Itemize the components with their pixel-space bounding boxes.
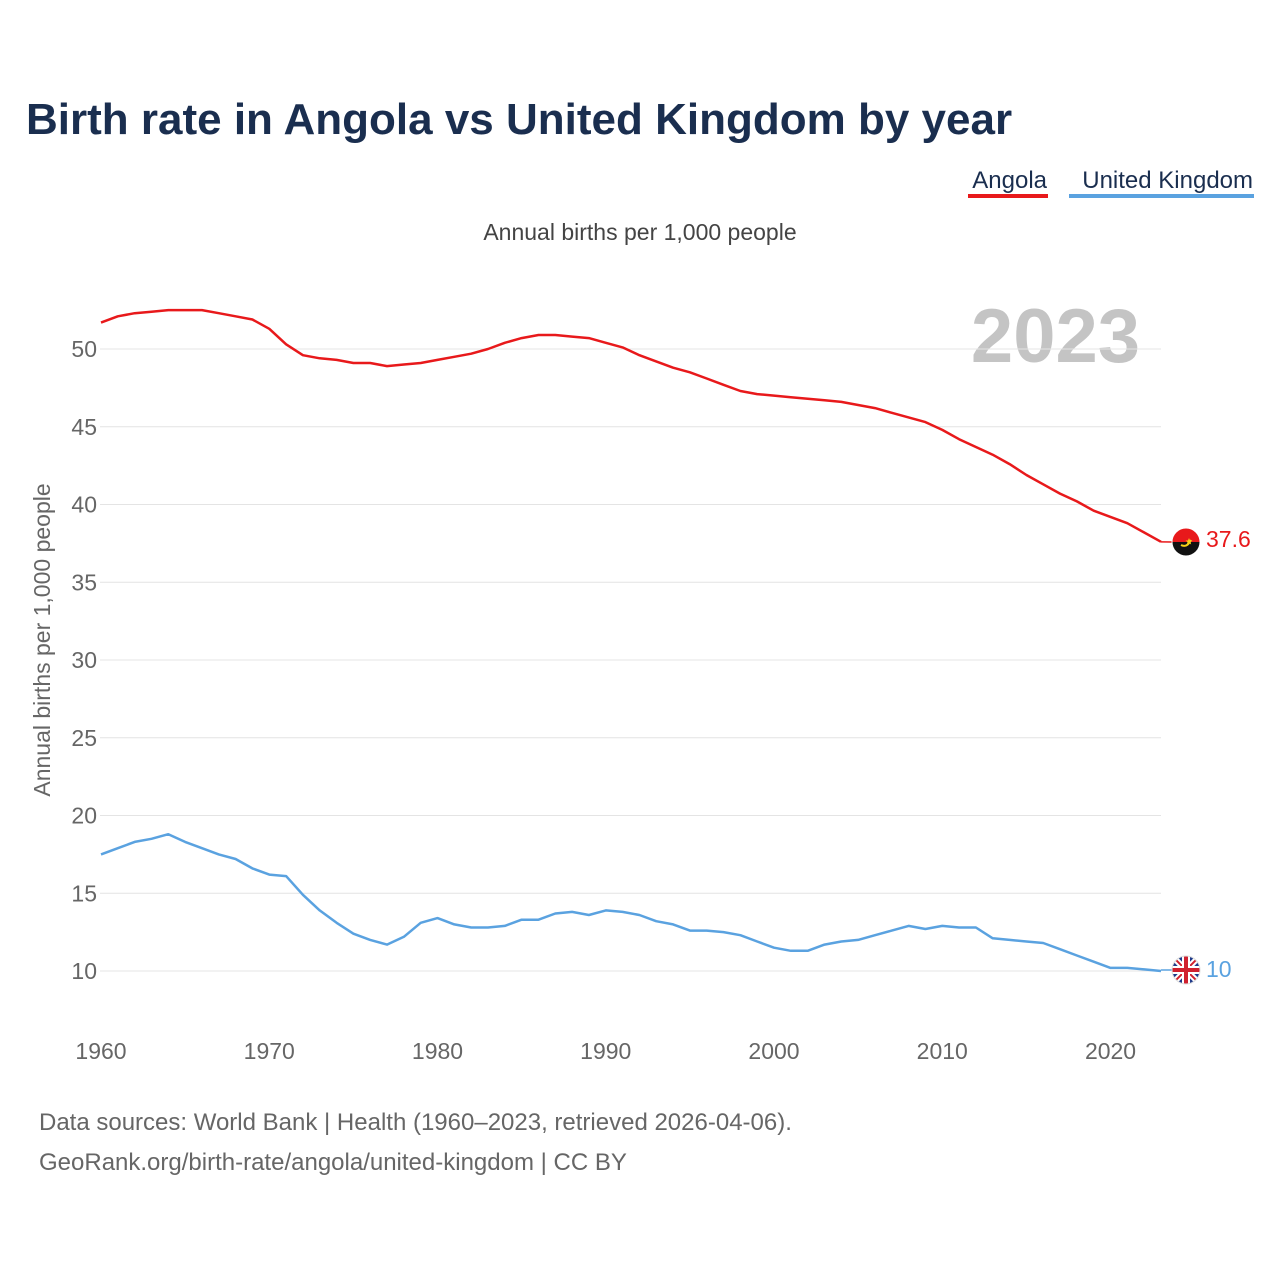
x-tick-label: 2020: [1085, 1038, 1136, 1064]
legend: Angola United Kingdom: [968, 167, 1254, 198]
y-tick-label: 25: [71, 725, 97, 751]
angola-end-label: 37.6: [1206, 526, 1251, 552]
y-tick-label: 20: [71, 803, 97, 829]
united-kingdom-flag-icon: [1172, 956, 1200, 984]
footer-link[interactable]: GeoRank.org/birth-rate/angola/united-kin…: [39, 1149, 627, 1176]
y-tick-label: 45: [71, 414, 97, 440]
chart-title: Birth rate in Angola vs United Kingdom b…: [26, 95, 1012, 144]
year-watermark: 2023: [971, 294, 1140, 379]
x-tick-label: 2010: [917, 1038, 968, 1064]
end-marker-angola: 37.6: [1160, 526, 1251, 557]
united-kingdom-end-label: 10: [1206, 956, 1232, 982]
footer-source: Data sources: World Bank | Health (1960–…: [39, 1109, 792, 1136]
legend-swatch-united-kingdom: [1069, 194, 1254, 198]
x-tick-label: 1980: [412, 1038, 463, 1064]
y-tick-label: 40: [71, 492, 97, 518]
angola-flag-icon: [1172, 528, 1200, 556]
y-axis-label: Annual births per 1,000 people: [29, 483, 55, 796]
gridlines: [100, 348, 1161, 972]
x-axis-ticks: 1960 1970 1980 1990 2000 2010 2020: [75, 1038, 1136, 1064]
x-tick-label: 1960: [75, 1038, 126, 1064]
y-tick-label: 30: [71, 647, 97, 673]
legend-item-angola[interactable]: Angola: [972, 167, 1047, 194]
series-lines: [100, 308, 1162, 973]
y-tick-label: 50: [71, 336, 97, 362]
legend-item-united-kingdom[interactable]: United Kingdom: [1082, 167, 1253, 194]
x-tick-label: 1970: [244, 1038, 295, 1064]
chart-subtitle: Annual births per 1,000 people: [483, 219, 796, 245]
legend-swatch-angola: [968, 194, 1048, 198]
y-tick-label: 35: [71, 569, 97, 595]
y-tick-label: 10: [71, 958, 97, 984]
end-marker-united-kingdom: 10: [1161, 955, 1232, 985]
series-line-angola: [100, 308, 1162, 543]
y-axis-ticks: 10 15 20 25 30 35 40 45 50: [71, 336, 97, 984]
x-tick-label: 2000: [748, 1038, 799, 1064]
x-tick-label: 1990: [580, 1038, 631, 1064]
series-line-united-kingdom: [100, 832, 1162, 973]
y-tick-label: 15: [71, 880, 97, 906]
